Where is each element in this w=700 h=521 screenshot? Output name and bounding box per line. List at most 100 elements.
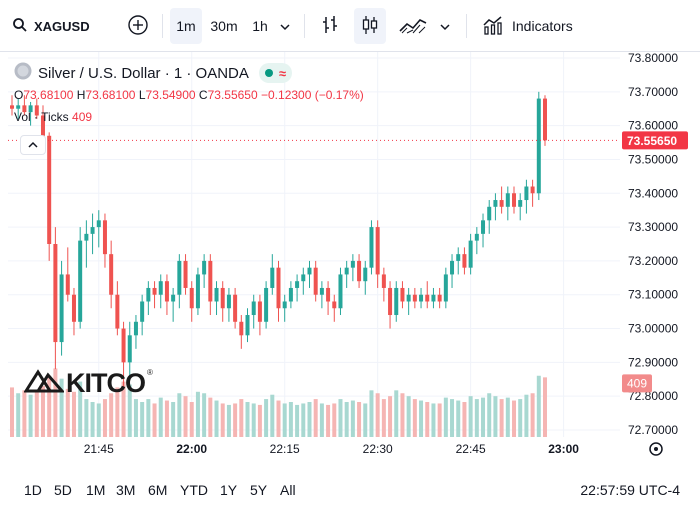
candle-body bbox=[102, 220, 107, 255]
compare-symbol-button[interactable] bbox=[124, 8, 152, 44]
last-volume-tag-label: 409 bbox=[627, 376, 647, 390]
candle-body bbox=[301, 274, 306, 282]
x-tick-label: 22:45 bbox=[456, 442, 486, 456]
volume-bar bbox=[109, 393, 114, 437]
volume-bar bbox=[183, 396, 188, 437]
market-open-dot-icon bbox=[264, 69, 273, 77]
candle-body bbox=[177, 260, 182, 295]
chart-type-dropdown-button[interactable] bbox=[432, 8, 458, 44]
candle-body bbox=[474, 233, 479, 241]
chevron-down-icon bbox=[279, 18, 291, 34]
candle-body bbox=[90, 227, 95, 234]
volume-bar bbox=[363, 403, 368, 437]
volume-bar bbox=[164, 400, 169, 437]
candle-body bbox=[133, 321, 138, 336]
candle-body bbox=[28, 105, 33, 113]
bar-chart-type-button[interactable] bbox=[314, 8, 346, 44]
volume-bar bbox=[381, 399, 386, 437]
low-label: L bbox=[138, 88, 146, 102]
y-tick-label: 72.90000 bbox=[628, 355, 678, 369]
volume-bar bbox=[450, 399, 455, 437]
range-1d-button[interactable]: 1D bbox=[24, 482, 42, 498]
open-value: 73.68100 bbox=[23, 88, 74, 102]
range-5y-button[interactable]: 5Y bbox=[250, 482, 268, 498]
candle-body bbox=[369, 227, 374, 268]
candle-body bbox=[195, 274, 200, 309]
volume-bar bbox=[332, 403, 337, 437]
candle-body bbox=[350, 260, 355, 268]
volume-bar bbox=[437, 403, 442, 437]
volume-bar bbox=[121, 381, 126, 437]
candle-body bbox=[158, 281, 163, 295]
volume-bar bbox=[270, 394, 275, 437]
candle-body bbox=[431, 294, 436, 302]
candle-body bbox=[344, 267, 349, 275]
range-6m-button[interactable]: 6M bbox=[148, 482, 168, 498]
candle-body bbox=[375, 227, 380, 275]
last-price-tag-label: 73.55650 bbox=[627, 134, 677, 148]
candle-body bbox=[512, 193, 517, 207]
candle-body bbox=[307, 267, 312, 275]
range-3m-button[interactable]: 3M bbox=[116, 482, 136, 498]
candle-body bbox=[276, 267, 281, 309]
volume-bar bbox=[512, 400, 517, 437]
volume-bar bbox=[543, 377, 547, 437]
price-chart[interactable]: 73.80000 73.70000 73.60000 73.50000 73.40000… bbox=[0, 52, 700, 472]
close-value: 73.55650 bbox=[207, 88, 258, 102]
volume-bar bbox=[518, 399, 523, 437]
utc-clock[interactable]: 22:57:59 UTC-4 bbox=[580, 482, 680, 498]
candles-chart-type-button[interactable] bbox=[354, 8, 386, 44]
interval-30m-button[interactable]: 30m bbox=[210, 18, 238, 34]
volume-bar bbox=[140, 402, 145, 437]
candle-body bbox=[208, 260, 213, 302]
y-tick-label: 73.70000 bbox=[628, 85, 678, 99]
candle-body bbox=[214, 287, 219, 302]
candle-body bbox=[71, 294, 76, 322]
range-all-button[interactable]: All bbox=[280, 482, 296, 498]
y-tick-label: 73.60000 bbox=[628, 119, 678, 133]
last-volume-tag bbox=[622, 374, 652, 393]
toolbar-divider bbox=[466, 14, 467, 38]
volume-value: 409 bbox=[72, 110, 93, 124]
volume-bar bbox=[276, 400, 281, 437]
volume-bar bbox=[195, 391, 200, 437]
symbol-search-button[interactable]: XAGUSD bbox=[12, 8, 90, 44]
candle-body bbox=[505, 193, 510, 207]
interval-dropdown-button[interactable] bbox=[272, 8, 298, 44]
volume-bar bbox=[115, 387, 120, 437]
market-status-badge[interactable]: ≈ bbox=[258, 63, 293, 83]
interval-1m-button[interactable]: 1m bbox=[170, 8, 202, 44]
candle-body bbox=[245, 315, 250, 336]
settings-gear-icon[interactable] bbox=[649, 442, 663, 456]
range-1y-button[interactable]: 1Y bbox=[220, 482, 238, 498]
volume-bar bbox=[239, 399, 244, 437]
candle-body bbox=[456, 254, 461, 261]
interval-1h-button[interactable]: 1h bbox=[252, 18, 268, 34]
y-tick-label: 73.40000 bbox=[628, 186, 678, 200]
candle-body bbox=[363, 267, 368, 282]
candle-body bbox=[53, 244, 58, 343]
last-price-tag bbox=[622, 131, 688, 150]
indicators-button[interactable]: Indicators bbox=[478, 8, 577, 44]
volume-bar bbox=[357, 402, 362, 437]
change-value: −0.12300 (−0.17%) bbox=[261, 88, 364, 102]
area-chart-type-button[interactable] bbox=[394, 8, 432, 44]
range-5d-button[interactable]: 5D bbox=[54, 482, 72, 498]
open-label: O bbox=[14, 88, 24, 102]
y-tick-label: 72.80000 bbox=[628, 389, 678, 403]
candle-body bbox=[326, 287, 331, 302]
volume-bar bbox=[202, 393, 207, 437]
range-1m-button[interactable]: 1M bbox=[86, 482, 106, 498]
volume-bar bbox=[189, 402, 194, 437]
volume-bar bbox=[388, 396, 393, 437]
toolbar-divider bbox=[304, 14, 305, 38]
candle-body bbox=[10, 105, 14, 109]
candle-body bbox=[381, 274, 386, 288]
volume-bar bbox=[530, 393, 535, 437]
collapse-legend-button[interactable] bbox=[20, 135, 46, 155]
volume-bar bbox=[431, 403, 436, 437]
volume-bar bbox=[65, 388, 70, 437]
volume-bar bbox=[233, 403, 238, 437]
range-ytd-button[interactable]: YTD bbox=[180, 482, 208, 498]
volume-bar bbox=[288, 402, 293, 437]
